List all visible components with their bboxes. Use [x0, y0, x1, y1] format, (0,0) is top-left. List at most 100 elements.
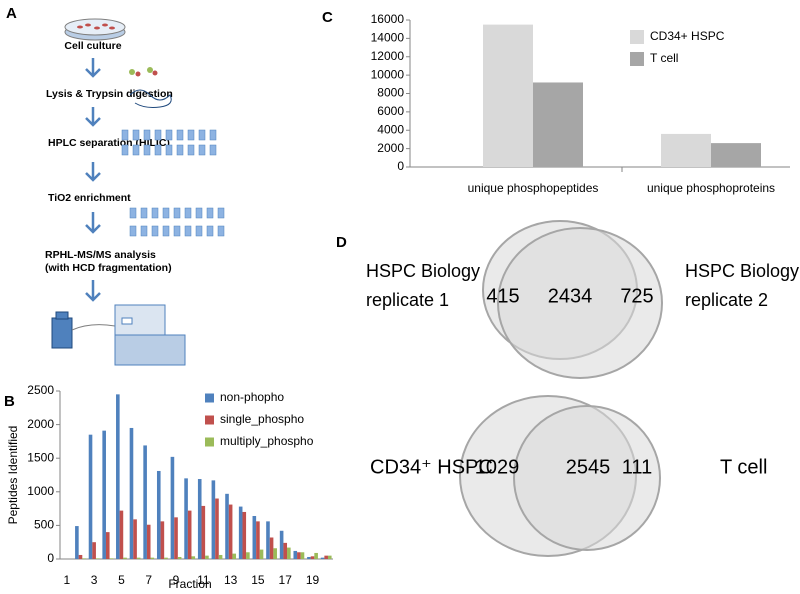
bar: [174, 517, 178, 559]
bar: [105, 532, 110, 559]
venn-label: T cell: [720, 456, 767, 478]
bar: [483, 24, 533, 167]
bar: [225, 493, 229, 559]
bar: [297, 552, 301, 559]
y-tick-label: 2000: [27, 417, 54, 431]
legend-label: T cell: [650, 51, 678, 65]
panel-label: A: [6, 5, 17, 22]
bar: [211, 480, 216, 559]
venn-count: 415: [486, 285, 519, 307]
y-tick-label: 0: [397, 159, 404, 173]
venn-circle: [497, 227, 663, 379]
legend-swatch: [205, 415, 214, 425]
venn-count: 111: [622, 456, 652, 478]
bar: [116, 394, 120, 559]
bar: [242, 511, 247, 559]
bar: [314, 552, 318, 559]
bar: [109, 558, 114, 559]
panel-label: B: [4, 393, 15, 410]
venn-label: replicate 2: [685, 290, 768, 310]
bar: [102, 430, 106, 559]
bar: [191, 556, 196, 559]
y-tick-label: 8000: [377, 86, 404, 100]
bar: [228, 504, 233, 559]
workflow-step: RPHL-MS/MS analysis: [45, 249, 156, 261]
bar: [143, 445, 147, 559]
venn-count: 2545: [566, 456, 611, 478]
bar: [129, 427, 134, 559]
y-tick-label: 2500: [27, 383, 54, 397]
bar: [75, 526, 79, 559]
bar: [187, 510, 192, 559]
bar: [184, 478, 188, 559]
bar: [201, 505, 206, 559]
workflow: Cell culture Lysis & Trypsin digestion H…: [45, 18, 225, 366]
y-tick-label: 500: [34, 518, 54, 532]
venn-count: 1029: [475, 456, 520, 478]
venn-circle: [513, 405, 661, 551]
bar: [78, 554, 83, 559]
bar: [123, 557, 127, 559]
legend-swatch: [630, 30, 644, 44]
x-tick-label: 13: [224, 573, 238, 587]
venn-count: 725: [620, 285, 653, 307]
workflow-step: TiO2 enrichment: [48, 192, 131, 204]
bar: [136, 557, 141, 559]
bar: [160, 521, 165, 559]
y-tick-label: 6000: [377, 104, 404, 118]
bar: [256, 521, 260, 559]
y-axis-title: Peptides Identified: [6, 426, 20, 525]
x-tick-label: unique phosphopeptides: [468, 181, 599, 195]
y-tick-label: 2000: [377, 141, 404, 155]
legend-swatch: [205, 437, 214, 447]
bar: [146, 524, 151, 559]
venn-label: replicate 1: [366, 290, 449, 310]
workflow-step: (with HCD fragmentation): [45, 262, 172, 274]
x-tick-label: 9: [173, 573, 180, 587]
x-tick-label: 11: [197, 573, 210, 587]
legend-label: single_phospho: [220, 412, 304, 426]
bar: [232, 553, 237, 559]
workflow-step: Cell culture: [64, 40, 121, 52]
workflow-step: HPLC separation (HILIC): [48, 137, 170, 149]
bar: [92, 542, 96, 559]
x-tick-label: 3: [91, 573, 98, 587]
panel-label: C: [322, 9, 333, 26]
bar: [273, 548, 277, 559]
y-tick-label: 12000: [371, 49, 405, 63]
bar: [156, 470, 161, 559]
bar: [133, 519, 137, 559]
bar: [300, 552, 305, 559]
bar: [259, 549, 264, 559]
workflow-step: Lysis & Trypsin digestion: [46, 88, 173, 100]
bar: [327, 555, 332, 559]
bar: [246, 552, 250, 559]
y-tick-label: 14000: [371, 31, 405, 45]
x-axis-title: Fraction: [168, 577, 211, 591]
bar: [320, 557, 325, 559]
bar: [252, 515, 257, 559]
venn-count: 2434: [548, 285, 593, 307]
bar: [164, 557, 168, 559]
legend-swatch: [205, 393, 214, 403]
bar: [197, 479, 202, 559]
x-tick-label: 17: [279, 573, 293, 587]
bar: [238, 506, 243, 559]
legend-label: non-phopho: [220, 390, 284, 404]
bar: [150, 557, 155, 559]
bar: [307, 556, 311, 559]
x-tick-label: 19: [306, 573, 320, 587]
bar: [266, 521, 270, 559]
bar: [287, 547, 291, 559]
y-tick-label: 16000: [371, 12, 405, 26]
x-tick-label: 5: [118, 573, 125, 587]
venn-label: CD34⁺ HSPC: [370, 456, 493, 478]
bar: [269, 537, 274, 559]
venn-label: HSPC Biology: [366, 261, 480, 281]
x-tick-label: 15: [251, 573, 265, 587]
x-tick-label: 7: [145, 573, 152, 587]
bar: [88, 434, 93, 559]
bar: [119, 510, 124, 559]
y-tick-label: 0: [47, 551, 54, 565]
